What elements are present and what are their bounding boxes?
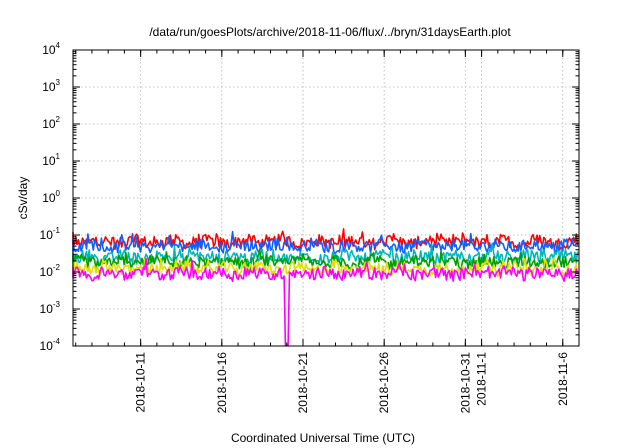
y-tick-label: 10-3 — [40, 300, 61, 316]
x-axis-label: Coordinated Universal Time (UTC) — [231, 431, 415, 445]
grid — [73, 50, 579, 346]
x-tick-label: 2018-10-16 — [215, 352, 229, 414]
ticks — [73, 49, 579, 347]
x-tick-labels: 2018-10-11 2018-10-16 2018-10-21 2018-10-26… — [134, 352, 570, 414]
y-tick-label: 101 — [42, 152, 60, 168]
series-layer — [72, 228, 579, 347]
y-axis-label: cSv/day — [16, 177, 30, 220]
series-line-3 — [72, 243, 579, 266]
chart-title: /data/run/goesPlots/archive/2018-11-06/f… — [149, 25, 511, 39]
y-tick-label: 10-1 — [40, 226, 61, 242]
y-tick-label: 102 — [42, 115, 60, 131]
x-tick-label: 2018-10-31 — [458, 352, 472, 414]
y-tick-labels: 10-4 10-3 10-2 10-1 100 101 102 103 104 — [40, 41, 61, 353]
y-tick-label: 10-2 — [40, 263, 61, 279]
x-tick-label: 2018-11-1 — [475, 352, 489, 406]
y-tick-label: 103 — [42, 78, 60, 94]
y-tick-label: 104 — [42, 41, 60, 57]
x-tick-label: 2018-10-11 — [134, 352, 148, 413]
y-tick-label: 10-4 — [40, 337, 61, 353]
series-line-6 — [72, 257, 579, 347]
x-tick-label: 2018-10-26 — [377, 352, 391, 414]
x-tick-label: 2018-10-21 — [296, 352, 310, 414]
y-tick-label: 100 — [42, 189, 60, 205]
x-tick-label: 2018-11-6 — [556, 352, 570, 406]
